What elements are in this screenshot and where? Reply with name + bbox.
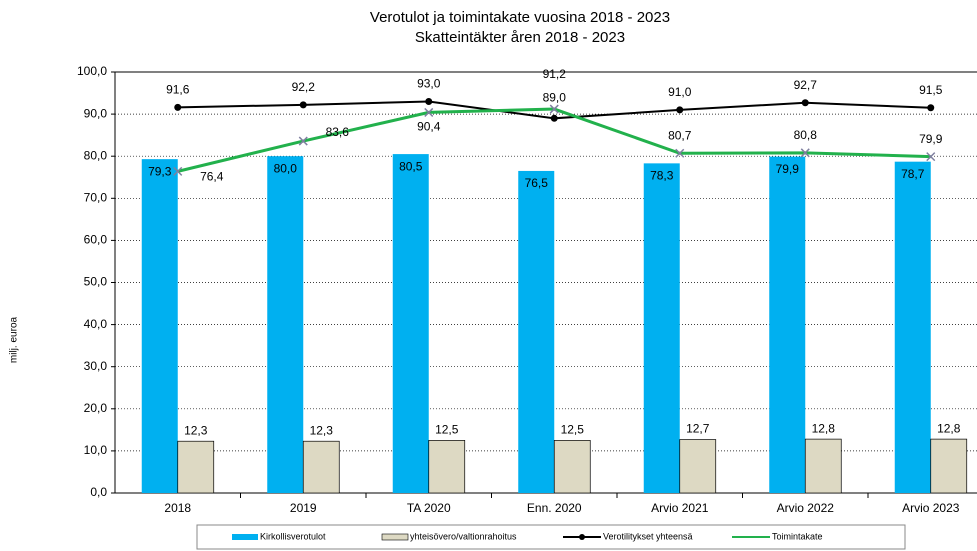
legend (196, 524, 906, 550)
y-tick-label: 80,0 (84, 148, 108, 162)
data-label: 91,6 (166, 83, 190, 97)
bar (894, 161, 931, 493)
bar (930, 438, 968, 494)
bar (392, 154, 429, 493)
bar (769, 156, 806, 493)
marker (299, 101, 307, 109)
data-label: 12,5 (435, 423, 459, 437)
x-tick-label: Enn. 2020 (527, 501, 582, 515)
data-label: 80,0 (274, 161, 298, 175)
data-label: 12,3 (184, 423, 208, 437)
legend-label lg: yhteisövero/valtionrahoitus (410, 531, 517, 541)
y-axis-label: milj. euroa (9, 317, 20, 364)
data-label: 79,9 (919, 132, 943, 146)
legend-label lg: Kirkollisverotulot (260, 531, 326, 541)
bar (428, 440, 466, 494)
y-tick-label: 40,0 (84, 317, 108, 331)
bar (804, 438, 842, 494)
x-tick-label: TA 2020 (407, 501, 451, 515)
data-label: 80,8 (794, 128, 818, 142)
bar (643, 163, 680, 493)
marker (675, 148, 685, 158)
data-label: 12,5 (561, 423, 585, 437)
data-label: 93,0 (417, 77, 441, 91)
bar (141, 159, 178, 493)
data-label: 83,6 (326, 125, 350, 139)
x-tick-label: Arvio 2023 (902, 501, 960, 515)
marker (298, 136, 308, 146)
data-label: 78,3 (650, 169, 674, 183)
legend-label lg: Toimintakate (772, 531, 823, 541)
bar (518, 170, 555, 493)
data-label: 12,8 (937, 421, 961, 435)
legend-swatch (381, 533, 409, 541)
x-tick-label: Arvio 2021 (651, 501, 709, 515)
data-label: 80,7 (668, 128, 692, 142)
x-tick-label: 2019 (290, 501, 317, 515)
bar (553, 440, 591, 494)
legend-swatch (232, 534, 258, 540)
y-tick-label: 70,0 (84, 190, 108, 204)
marker (926, 152, 936, 162)
data-label: 90,4 (417, 120, 441, 134)
bar (679, 439, 717, 494)
x-tick-label: 2018 (164, 501, 191, 515)
y-tick-label: 30,0 (84, 359, 108, 373)
chart-title: Verotulot ja toimintakate vuosina 2018 -… (370, 9, 670, 26)
data-label: 91,5 (919, 83, 943, 97)
legend-label lg: Verotilitykset yhteensä (603, 531, 693, 541)
data-label: 78,7 (901, 167, 925, 181)
data-label: 91,0 (668, 85, 692, 99)
marker (550, 114, 558, 122)
y-tick-label: 90,0 (84, 106, 108, 120)
data-label: 80,5 (399, 159, 423, 173)
y-tick-label: 100,0 (77, 64, 107, 78)
data-label: 91,2 (543, 67, 567, 81)
marker (927, 104, 935, 112)
legend-marker (579, 534, 585, 540)
data-label: 12,8 (812, 421, 836, 435)
data-label: 89,0 (543, 90, 567, 104)
bar (267, 156, 304, 493)
marker (801, 99, 809, 107)
data-label: 76,4 (200, 170, 224, 184)
bar (302, 440, 340, 494)
x-tick-label: Arvio 2022 (777, 501, 835, 515)
bar (177, 440, 215, 494)
marker (549, 104, 559, 114)
y-tick-label: 10,0 (84, 443, 108, 457)
data-label: 12,3 (310, 423, 334, 437)
data-label: 12,7 (686, 422, 710, 436)
marker (174, 103, 182, 111)
data-label: 79,3 (148, 164, 172, 178)
y-tick-label: 20,0 (84, 401, 108, 415)
data-label: 92,7 (794, 78, 818, 92)
data-label: 79,9 (776, 162, 800, 176)
chart-subtitle: Skatteintäkter åren 2018 - 2023 (415, 29, 625, 46)
marker (173, 166, 183, 176)
y-tick-label: 50,0 (84, 275, 108, 289)
data-label: 92,2 (292, 80, 316, 94)
marker (425, 97, 433, 105)
data-label: 76,5 (525, 176, 549, 190)
marker (800, 148, 810, 158)
marker (424, 107, 434, 117)
marker (676, 106, 684, 114)
y-tick-label: 60,0 (84, 233, 108, 247)
y-tick-label: 0,0 (90, 485, 107, 499)
